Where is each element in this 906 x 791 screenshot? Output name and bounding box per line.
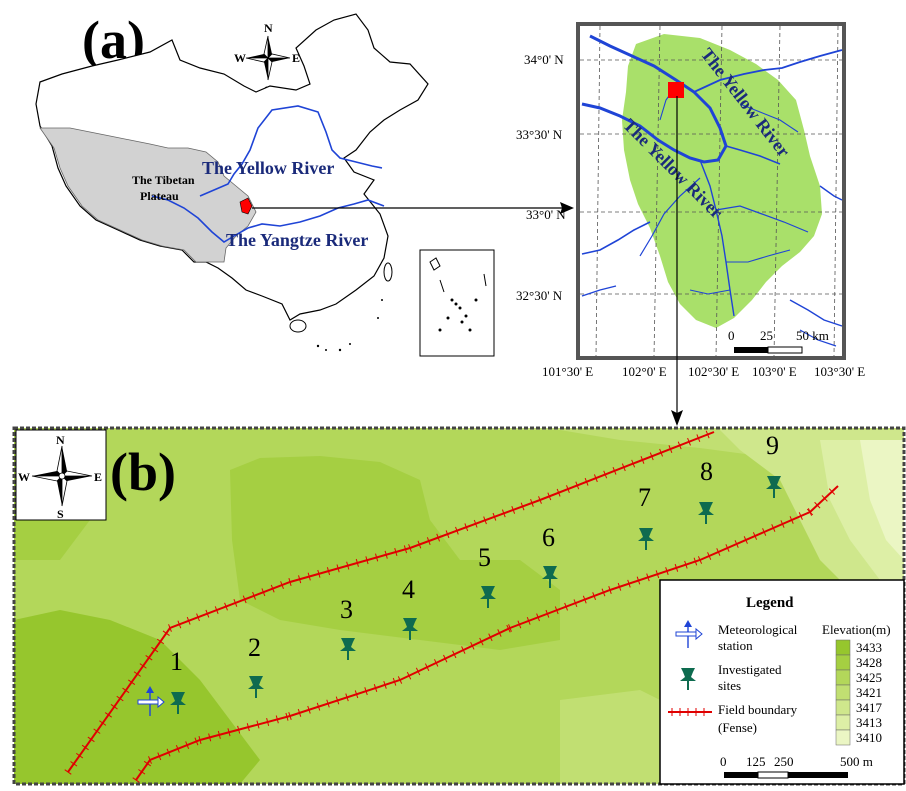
compass-b-s: S <box>57 507 64 521</box>
legend-met-station-1: Meteorological <box>718 622 798 637</box>
lon-tick-4: 103°0' E <box>752 364 797 379</box>
panel-a: (a) N S E W <box>35 10 574 357</box>
elevation-value: 3421 <box>856 685 882 700</box>
yellow-river-label: The Yellow River <box>202 158 334 178</box>
lat-tick-4: 32°30' N <box>516 288 563 303</box>
elevation-value: 3413 <box>856 715 882 730</box>
panel-b-scale-bar: 0 125 250 500 m <box>720 754 873 779</box>
compass-b-e: E <box>94 470 102 484</box>
site-number: 1 <box>170 647 183 676</box>
graticule <box>580 25 842 357</box>
hainan-island <box>289 319 307 333</box>
panel-b-label: (b) <box>110 442 176 502</box>
legend-met-station-icon <box>675 620 703 648</box>
elevation-swatch <box>835 639 851 656</box>
elevation-value: 3425 <box>856 670 882 685</box>
inset-scale-end: 50 km <box>796 328 829 343</box>
lon-tick-3: 102°30' E <box>688 364 739 379</box>
compass-a-e: E <box>292 51 300 65</box>
investigated-sites: 1 2 3 4 5 6 7 8 9 <box>170 431 782 714</box>
plateau-label-line2: Plateau <box>140 189 179 203</box>
legend: Legend Meteorological station Investigat… <box>659 579 905 785</box>
compass-b-w: W <box>18 470 30 484</box>
lat-tick-2: 33°30' N <box>516 127 563 142</box>
legend-sites-2: sites <box>718 678 741 693</box>
site-number: 2 <box>248 633 261 662</box>
legend-elevation-title: Elevation(m) <box>822 622 891 637</box>
legend-met-station-2: station <box>718 638 753 653</box>
meteorological-station-icon <box>137 686 165 716</box>
lon-tick-1: 101°30' E <box>542 364 593 379</box>
elevation-swatch <box>835 729 851 746</box>
elevation-value: 3410 <box>856 730 882 745</box>
elevation-swatch <box>835 669 851 686</box>
lat-tick-3: 33°0' N <box>526 207 566 222</box>
compass-a-n: N <box>264 21 273 35</box>
arrow-head-panel-b <box>671 410 683 426</box>
legend-fence-icon <box>668 708 712 716</box>
taiwan-island <box>383 262 393 282</box>
elevation-swatch <box>835 684 851 701</box>
elevation-swatch <box>835 654 851 671</box>
site-number: 6 <box>542 523 555 552</box>
study-site-square <box>668 82 684 98</box>
scale-b-125: 125 <box>746 754 766 769</box>
elevation-value: 3417 <box>856 700 883 715</box>
site-number: 8 <box>700 457 713 486</box>
legend-title: Legend <box>746 595 794 611</box>
coastal-islands <box>316 299 383 352</box>
compass-b: N S E W <box>15 429 107 521</box>
compass-a-w: W <box>234 51 246 65</box>
fence-ticks <box>64 430 836 783</box>
inset-scale-bar: 0 25 50 km <box>728 328 829 354</box>
yangtze-river-china <box>151 195 385 243</box>
china-outline <box>35 13 429 321</box>
plateau-label-line1: The Tibetan <box>132 173 195 187</box>
legend-fence-1: Field boundary <box>718 702 798 717</box>
study-region-marker <box>239 197 253 215</box>
legend-fence-2: (Fense) <box>718 720 757 735</box>
scale-b-end: 500 m <box>840 754 873 769</box>
inset-scale-mid: 25 <box>760 328 773 343</box>
elevation-value: 3428 <box>856 655 882 670</box>
lat-tick-1: 34°0' N <box>524 52 564 67</box>
basin-rivers <box>581 34 843 347</box>
lon-tick-5: 103°30' E <box>814 364 865 379</box>
inset-scale-zero: 0 <box>728 328 735 343</box>
elevation-swatch <box>835 714 851 731</box>
site-number: 9 <box>766 431 779 460</box>
arrow-head-inset <box>560 202 574 214</box>
yangtze-river-label: The Yangtze River <box>226 230 368 250</box>
site-number: 5 <box>478 543 491 572</box>
yellow-river-china <box>199 105 383 197</box>
elevation-value: 3433 <box>856 640 882 655</box>
compass-b-n: N <box>56 433 65 447</box>
site-number: 3 <box>340 595 353 624</box>
inset-islands <box>429 257 487 332</box>
elevation-swatch <box>835 699 851 716</box>
site-number: 4 <box>402 575 415 604</box>
basin-inset-map: The Yellow River The Yellow River 0 25 5… <box>516 22 865 426</box>
lon-tick-2: 102°0' E <box>622 364 667 379</box>
scale-b-zero: 0 <box>720 754 727 769</box>
site-number: 7 <box>638 483 651 512</box>
scale-b-250: 250 <box>774 754 794 769</box>
legend-sites-1: Investigated <box>718 662 782 677</box>
